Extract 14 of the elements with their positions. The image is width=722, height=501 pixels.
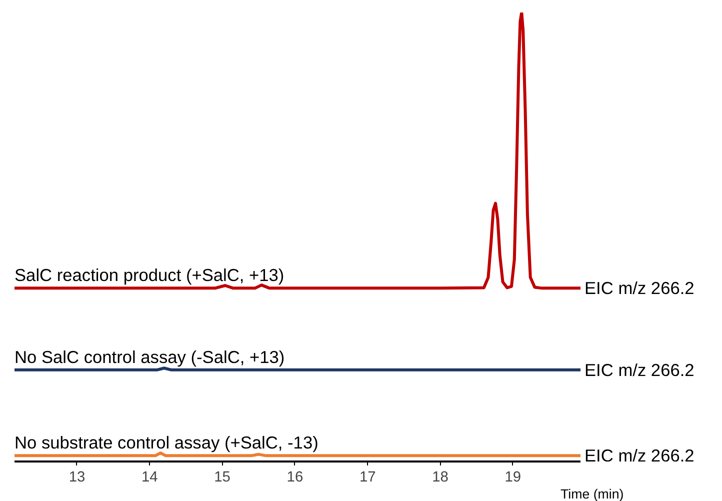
text: EIC m/z 266.2	[584, 446, 694, 466]
x-tick-label: 17	[359, 470, 376, 486]
series-label: No SalC control assay (-SalC, +13)	[14, 346, 285, 367]
x-tick-label: 13	[68, 470, 86, 486]
x-tick-label: 15	[214, 470, 230, 486]
x-tick-label: 14	[141, 470, 158, 486]
x-tick-label: 16	[286, 470, 304, 486]
series-label: SalC reaction product (+SalC, +13)	[14, 265, 284, 286]
x-axis-title: Time (min)	[560, 486, 624, 501]
x-tick-label: 18	[432, 470, 448, 486]
text: EIC m/z 266.2	[584, 278, 694, 298]
text: EIC m/z 266.2	[584, 360, 694, 380]
series-label: No substrate control assay (+SalC, -13)	[14, 432, 318, 453]
x-tick-label: 19	[504, 470, 522, 486]
